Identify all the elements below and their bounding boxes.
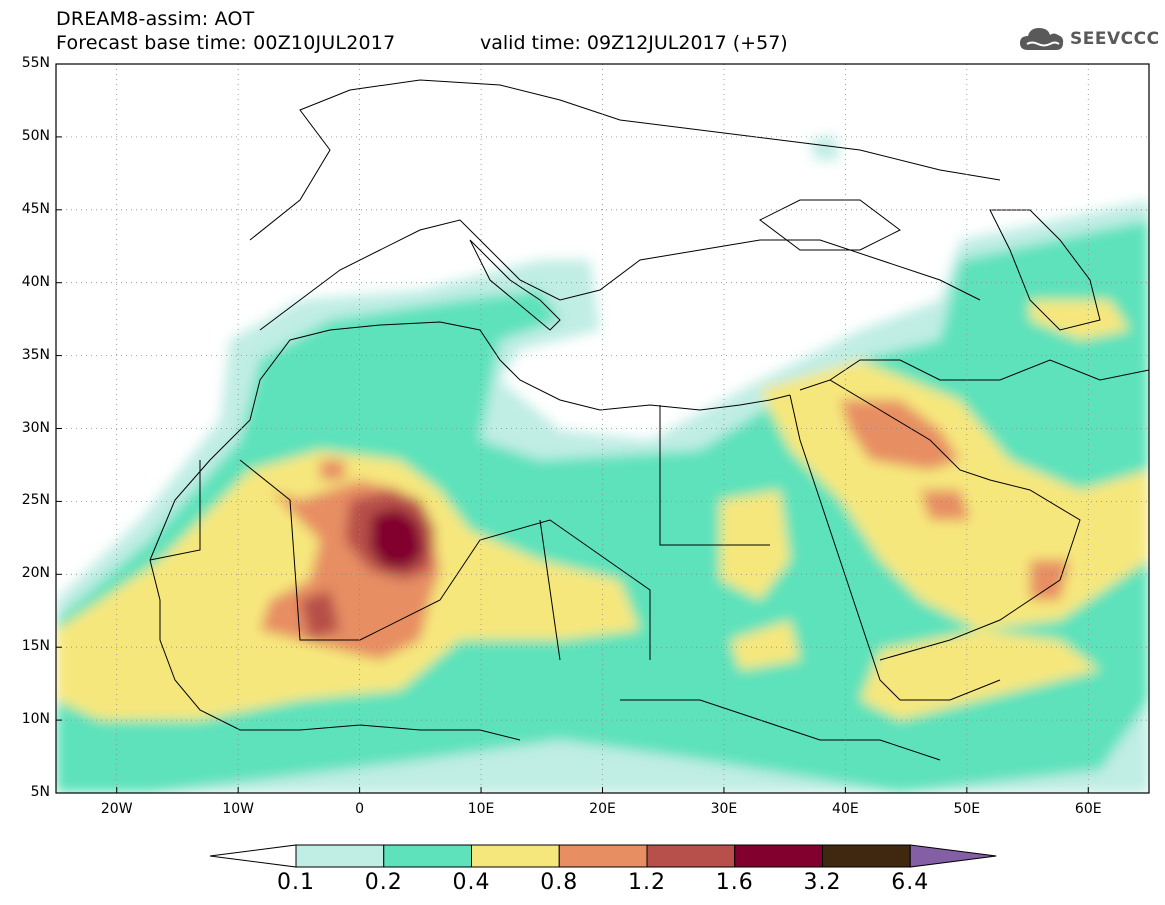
- coastlines: [149, 79, 1149, 761]
- lat-label: 35N: [21, 346, 50, 363]
- lat-label: 30N: [21, 419, 50, 436]
- border-sahel: [149, 405, 770, 661]
- lon-label: 30E: [710, 801, 738, 817]
- lon-label: 60E: [1074, 801, 1102, 817]
- cloud-icon: [1020, 28, 1064, 50]
- aot-band-04c: [860, 630, 1100, 720]
- lat-label: 40N: [21, 273, 50, 290]
- aot-band-08c: [920, 490, 970, 520]
- lon-label: 0: [355, 801, 365, 817]
- colorbar-label: 1.6: [715, 870, 754, 895]
- lon-label: 40E: [832, 801, 859, 817]
- lon-label: 10W: [222, 801, 254, 817]
- lat-label: 20N: [21, 565, 50, 582]
- coast-caspian: [989, 209, 1101, 331]
- aot-band-04f: [730, 620, 800, 670]
- aot-band-04d: [1030, 300, 1130, 340]
- coast-africa-west: [149, 559, 521, 741]
- coast-europe-north: [249, 79, 1001, 241]
- lon-label: 20W: [100, 801, 133, 817]
- coast-arabia: [799, 379, 1081, 661]
- aot-band-01b: [810, 135, 840, 160]
- seevccc-logo: SEEVCCC: [1018, 22, 1160, 56]
- border-middle-east: [829, 359, 1149, 381]
- graticule: [56, 64, 1149, 793]
- lon-label: 20E: [589, 801, 616, 817]
- coast-europe: [259, 219, 981, 331]
- map-title: DREAM8-assim: AOT: [56, 8, 255, 30]
- lat-label: 25N: [21, 492, 50, 509]
- coast-italy: [469, 239, 561, 331]
- colorbar-label: 1.2: [628, 870, 666, 895]
- lon-label: 10E: [467, 801, 495, 817]
- coast-africa-north: [149, 321, 791, 561]
- border-east-africa: [620, 699, 941, 761]
- border-north-africa: [239, 459, 651, 660]
- aot-band-08d: [1030, 560, 1070, 600]
- aot-field: [56, 135, 1149, 793]
- aot-band-08b: [840, 400, 960, 470]
- lat-label: 45N: [21, 200, 50, 217]
- aot-band-08e: [320, 460, 345, 480]
- coast-red-sea: [789, 394, 1001, 701]
- lon-label: 50E: [953, 801, 981, 817]
- colorbar-label: 0.8: [540, 870, 579, 895]
- lat-label: 5N: [30, 784, 50, 800]
- colorbar-label: 3.2: [803, 870, 842, 895]
- colorbar-label: 0.2: [364, 870, 403, 895]
- axis-ticks: [56, 63, 1089, 794]
- lat-label: 10N: [21, 711, 50, 728]
- lat-label: 50N: [21, 127, 50, 144]
- aot-band-12b: [300, 590, 340, 640]
- lat-label: 15N: [21, 638, 50, 655]
- valid-time: valid time: 09Z12JUL2017 (+57): [480, 32, 788, 54]
- aot-band-16: [370, 508, 424, 568]
- coast-black-sea: [759, 199, 901, 251]
- lat-label: 55N: [21, 55, 50, 71]
- colorbar-label: 0.4: [452, 870, 491, 895]
- colorbar-label: 0.1: [277, 870, 315, 895]
- forecast-base-time: Forecast base time: 00Z10JUL2017: [56, 32, 396, 54]
- colorbar-label: 6.4: [891, 870, 930, 895]
- logo-text: SEEVCCC: [1070, 29, 1160, 49]
